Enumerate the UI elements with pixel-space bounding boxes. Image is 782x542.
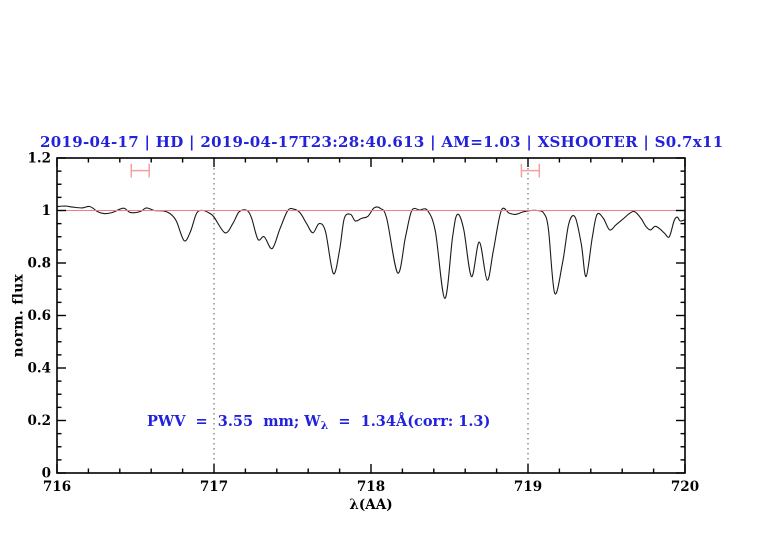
x-tick-label-720: 720 bbox=[671, 479, 699, 495]
y-axis-label: norm. flux bbox=[10, 273, 27, 358]
annotation-prefix: PWV = 3.55 mm; W bbox=[147, 413, 321, 430]
range-marker-2 bbox=[520, 163, 541, 178]
spectrum-series bbox=[56, 205, 686, 299]
y-tick-label-0.2: 0.2 bbox=[28, 413, 52, 429]
y-tick-label-0: 0 bbox=[42, 466, 51, 482]
x-tick-label-718: 718 bbox=[357, 479, 385, 495]
annotation-suffix: = 1.34Å(corr: 1.3) bbox=[328, 413, 491, 430]
axis-ticks bbox=[56, 157, 686, 474]
range-markers bbox=[130, 163, 541, 178]
x-tick-label-717: 717 bbox=[200, 479, 228, 495]
pwv-annotation: PWV = 3.55 mm; Wλ = 1.34Å(corr: 1.3) bbox=[147, 413, 490, 432]
spectrum-line bbox=[56, 205, 686, 299]
y-tick-label-1.2: 1.2 bbox=[28, 151, 52, 167]
x-tick-label-719: 719 bbox=[514, 479, 542, 495]
y-tick-labels: 0 0.2 0.4 0.6 0.8 1 1.2 bbox=[28, 151, 52, 482]
range-marker-1 bbox=[130, 163, 150, 178]
x-tick-label-716: 716 bbox=[43, 479, 71, 495]
y-tick-label-0.8: 0.8 bbox=[28, 256, 52, 272]
x-axis-label: λ(AA) bbox=[349, 497, 393, 513]
y-tick-label-0.4: 0.4 bbox=[28, 361, 52, 377]
x-tick-labels: 716 717 718 719 720 bbox=[43, 479, 699, 495]
annotation-lambda-subscript: λ bbox=[320, 419, 329, 432]
y-tick-label-1: 1 bbox=[42, 203, 51, 219]
plot-title: 2019-04-17 | HD | 2019-04-17T23:28:40.61… bbox=[40, 133, 724, 151]
y-tick-label-0.6: 0.6 bbox=[28, 308, 52, 324]
